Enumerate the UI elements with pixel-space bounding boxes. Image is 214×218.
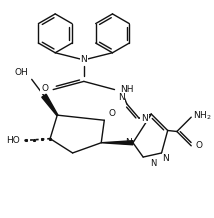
Text: O: O	[108, 109, 115, 118]
Polygon shape	[101, 141, 133, 145]
Text: O: O	[41, 84, 48, 93]
Polygon shape	[42, 94, 58, 116]
Text: N: N	[80, 55, 87, 65]
Text: HO: HO	[6, 136, 19, 145]
Text: O: O	[195, 141, 202, 150]
Text: N: N	[163, 154, 169, 163]
Text: N: N	[141, 114, 148, 123]
Text: N: N	[150, 159, 157, 168]
Text: N: N	[125, 138, 132, 147]
Text: NH$_2$: NH$_2$	[193, 110, 212, 123]
Text: OH: OH	[15, 68, 29, 77]
Text: NH: NH	[120, 85, 133, 94]
Text: N: N	[118, 93, 125, 102]
